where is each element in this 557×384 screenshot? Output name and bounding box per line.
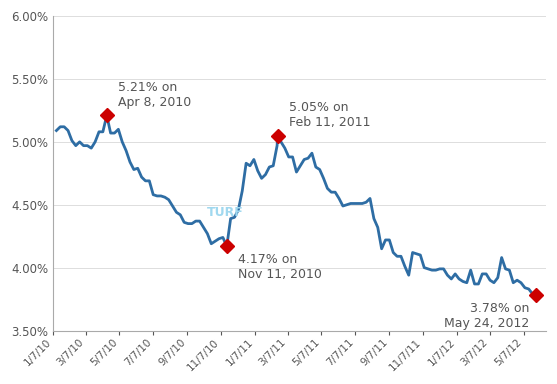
Text: 5.21% on
Apr 8, 2010: 5.21% on Apr 8, 2010 <box>118 81 191 109</box>
Text: 5.05% on
Feb 11, 2011: 5.05% on Feb 11, 2011 <box>289 101 370 129</box>
Text: 3.78% on
May 24, 2012: 3.78% on May 24, 2012 <box>444 302 530 330</box>
Text: 4.17% on
Nov 11, 2010: 4.17% on Nov 11, 2010 <box>238 253 322 281</box>
